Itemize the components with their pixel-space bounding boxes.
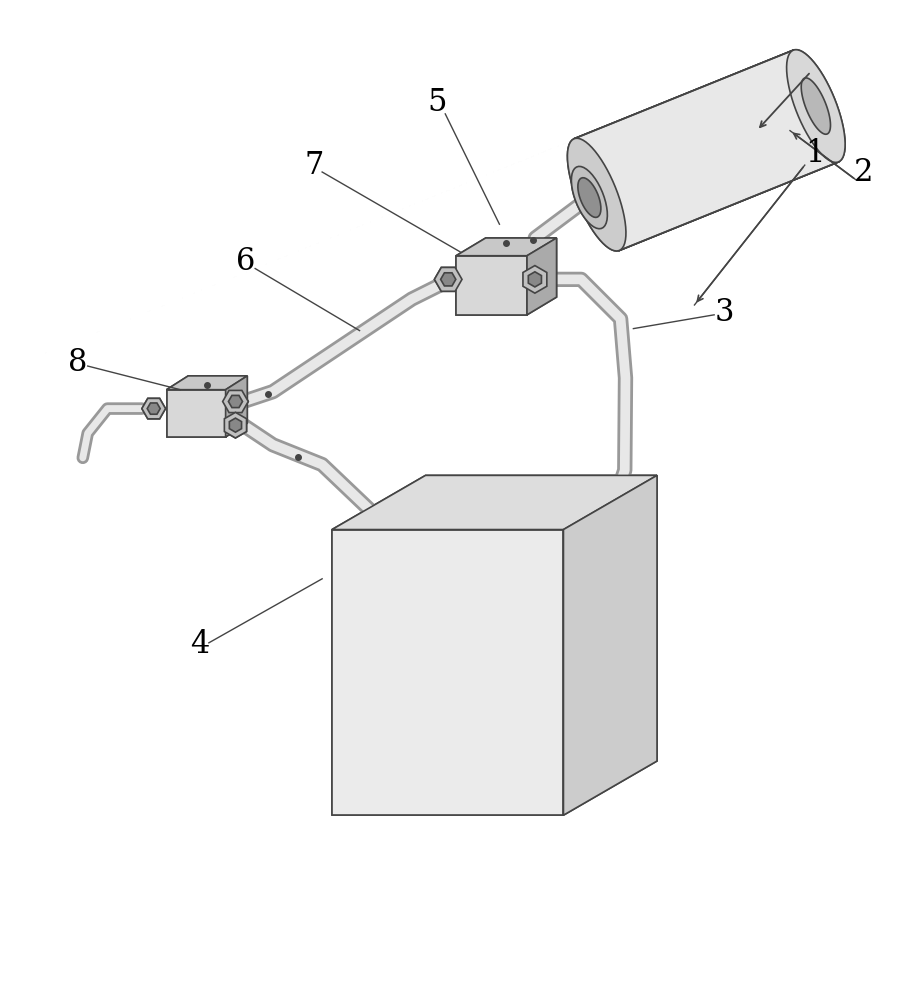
Polygon shape	[332, 530, 564, 815]
Polygon shape	[225, 412, 247, 438]
Polygon shape	[142, 398, 165, 419]
Polygon shape	[166, 390, 225, 437]
Polygon shape	[574, 50, 838, 251]
Text: 5: 5	[428, 87, 447, 118]
Text: 3: 3	[714, 297, 734, 328]
Polygon shape	[223, 390, 249, 413]
Text: 2: 2	[854, 157, 873, 188]
Polygon shape	[225, 412, 247, 438]
Text: 4: 4	[190, 629, 210, 660]
Polygon shape	[523, 266, 547, 293]
Polygon shape	[166, 390, 225, 437]
Polygon shape	[564, 475, 657, 815]
Polygon shape	[571, 166, 607, 229]
Polygon shape	[434, 267, 462, 291]
Polygon shape	[434, 267, 462, 291]
Polygon shape	[223, 390, 249, 413]
Polygon shape	[441, 273, 456, 286]
Text: 8: 8	[68, 347, 88, 378]
Polygon shape	[142, 398, 165, 419]
Polygon shape	[229, 418, 241, 432]
Polygon shape	[456, 256, 527, 315]
Polygon shape	[332, 475, 657, 530]
Polygon shape	[228, 395, 242, 408]
Polygon shape	[574, 50, 838, 251]
Polygon shape	[578, 178, 601, 217]
Polygon shape	[456, 238, 556, 256]
Polygon shape	[786, 50, 845, 162]
Polygon shape	[567, 138, 626, 251]
Polygon shape	[786, 50, 845, 162]
Polygon shape	[166, 376, 248, 390]
Polygon shape	[332, 530, 564, 815]
Polygon shape	[147, 403, 160, 414]
Polygon shape	[801, 78, 831, 134]
Polygon shape	[571, 166, 607, 229]
Polygon shape	[441, 273, 456, 286]
Polygon shape	[527, 238, 556, 315]
Polygon shape	[225, 376, 248, 437]
Polygon shape	[529, 272, 541, 287]
Polygon shape	[229, 418, 241, 432]
Text: 1: 1	[805, 138, 824, 169]
Polygon shape	[529, 272, 541, 287]
Polygon shape	[523, 266, 547, 293]
Polygon shape	[147, 403, 160, 414]
Text: 7: 7	[305, 150, 324, 181]
Polygon shape	[225, 376, 248, 437]
Polygon shape	[527, 238, 556, 315]
Polygon shape	[332, 475, 657, 530]
Polygon shape	[567, 138, 626, 251]
Text: 6: 6	[236, 246, 255, 277]
Polygon shape	[228, 395, 242, 408]
Polygon shape	[166, 376, 248, 390]
Polygon shape	[456, 256, 527, 315]
Polygon shape	[801, 78, 831, 134]
Polygon shape	[456, 238, 556, 256]
Polygon shape	[564, 475, 657, 815]
Polygon shape	[578, 178, 601, 217]
